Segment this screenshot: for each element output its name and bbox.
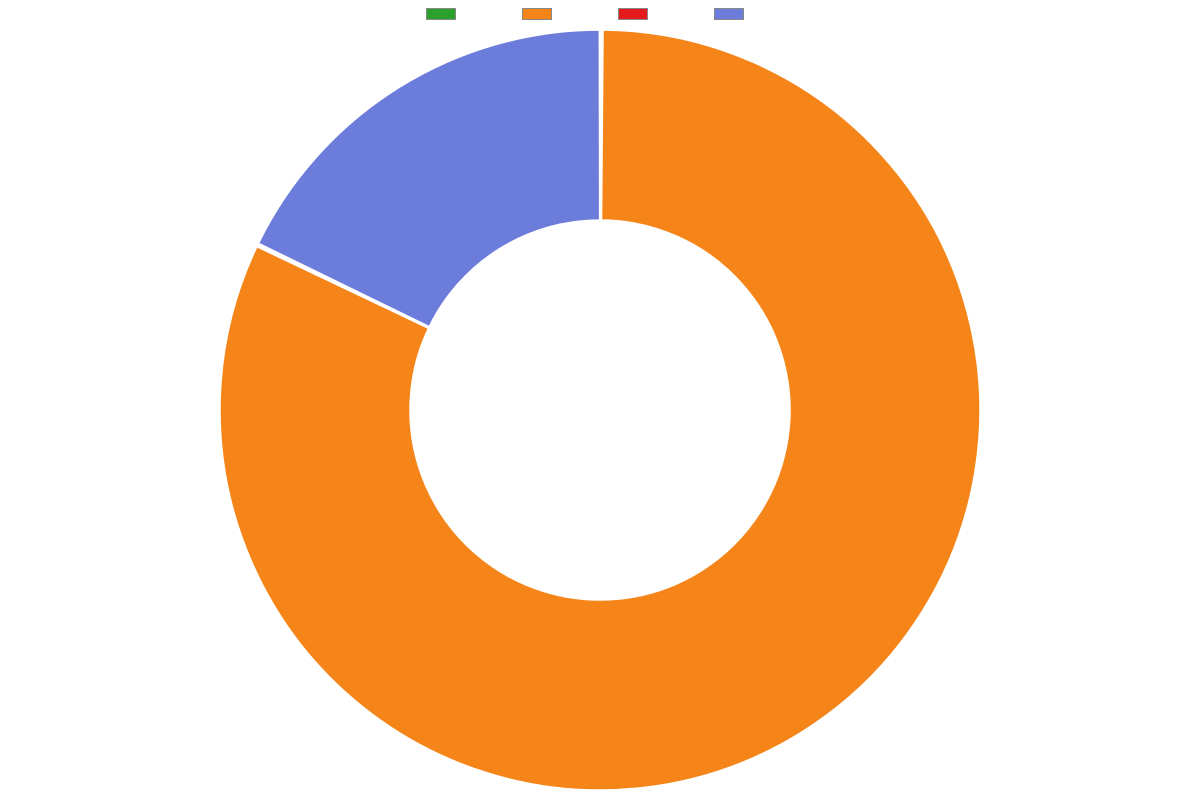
legend-item <box>522 8 582 20</box>
legend-item <box>714 8 774 20</box>
legend-item <box>426 8 486 20</box>
legend-label <box>558 8 582 20</box>
donut-chart <box>218 28 982 792</box>
legend-swatch-icon <box>618 8 648 20</box>
legend <box>0 8 1200 20</box>
legend-swatch-icon <box>714 8 744 20</box>
legend-label <box>462 8 486 20</box>
legend-swatch-icon <box>426 8 456 20</box>
legend-item <box>618 8 678 20</box>
chart-root: { "canvas": { "width": 1200, "height": 8… <box>0 0 1200 800</box>
legend-swatch-icon <box>522 8 552 20</box>
legend-label <box>750 8 774 20</box>
legend-label <box>654 8 678 20</box>
